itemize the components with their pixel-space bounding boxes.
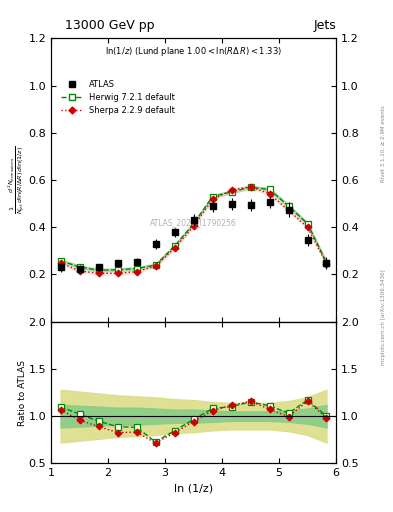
Text: Rivet 3.1.10, ≥ 2.9M events: Rivet 3.1.10, ≥ 2.9M events <box>381 105 386 182</box>
Text: ATLAS_2020_I1790256: ATLAS_2020_I1790256 <box>150 218 237 227</box>
Text: 13000 GeV pp: 13000 GeV pp <box>65 19 155 32</box>
Y-axis label: $\frac{1}{N_{jet}}\frac{d^2 N_{emissions}}{d\ln(R/\Delta R)\,d\ln(1/z)}$: $\frac{1}{N_{jet}}\frac{d^2 N_{emissions… <box>6 146 27 215</box>
Text: Jets: Jets <box>313 19 336 32</box>
X-axis label: ln (1/z): ln (1/z) <box>174 484 213 494</box>
Text: $\ln(1/z)$ (Lund plane $1.00 < \ln(R\Delta\,R) < 1.33$): $\ln(1/z)$ (Lund plane $1.00 < \ln(R\Del… <box>105 46 282 58</box>
Text: mcplots.cern.ch [arXiv:1306.3436]: mcplots.cern.ch [arXiv:1306.3436] <box>381 270 386 365</box>
Legend: ATLAS, Herwig 7.2.1 default, Sherpa 2.2.9 default: ATLAS, Herwig 7.2.1 default, Sherpa 2.2.… <box>58 77 178 119</box>
Y-axis label: Ratio to ATLAS: Ratio to ATLAS <box>18 359 27 425</box>
